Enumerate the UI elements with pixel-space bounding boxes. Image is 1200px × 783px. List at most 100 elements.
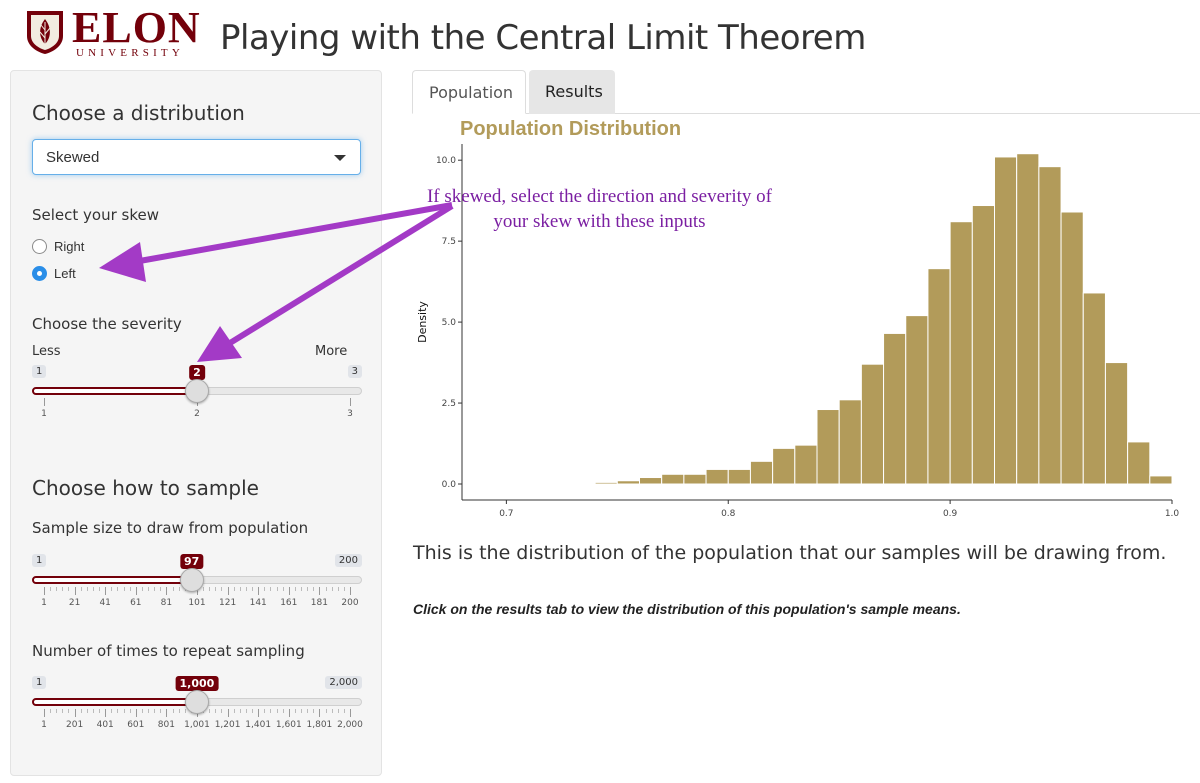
slider-minor-tick — [209, 587, 211, 591]
slider-minor-tick — [276, 709, 278, 713]
slider-minor-tick — [282, 587, 284, 591]
histogram-bar — [949, 221, 973, 485]
slider-minor-tick — [264, 587, 266, 591]
slider-minor-tick — [154, 587, 156, 591]
elon-university-logo: ELON UNIVERSITY — [26, 3, 211, 59]
slider-minor-tick — [68, 587, 70, 591]
slider-tick-label: 3 — [347, 409, 353, 419]
slider-tick-label: 200 — [341, 598, 359, 608]
population-description: This is the distribution of the populati… — [413, 542, 1167, 564]
y-tick-label: 10.0 — [436, 156, 456, 166]
slider-tick-label: 101 — [188, 598, 206, 608]
slider-tick — [350, 398, 351, 406]
slider-minor-tick — [178, 709, 180, 713]
slider-minor-tick — [337, 587, 339, 591]
slider-max-label: 200 — [334, 554, 362, 567]
slider-minor-tick — [56, 709, 58, 713]
histogram-bar — [749, 460, 774, 485]
slider-tick — [258, 709, 260, 717]
histogram-bar — [860, 363, 885, 485]
slider-minor-tick — [129, 587, 131, 591]
slider-minor-tick — [160, 709, 162, 713]
logo-subtitle: UNIVERSITY — [76, 47, 184, 59]
slider-tick-label: 801 — [157, 720, 175, 730]
slider-minor-tick — [141, 587, 143, 591]
slider-minor-tick — [141, 709, 143, 713]
slider-tick-label: 1,601 — [275, 720, 302, 730]
slider-minor-tick — [307, 587, 309, 591]
slider-fill — [32, 698, 197, 706]
slider-tick-label: 201 — [66, 720, 84, 730]
x-tick-label: 1.0 — [1165, 509, 1180, 519]
slider-minor-tick — [245, 587, 247, 591]
slider-minor-tick — [301, 709, 303, 713]
slider-handle[interactable] — [179, 568, 204, 592]
y-tick-label: 7.5 — [442, 237, 456, 247]
slider-tick — [74, 709, 76, 717]
slider-tick — [288, 587, 290, 595]
app-header: ELON UNIVERSITY Playing with the Central… — [0, 0, 1200, 70]
slider-tick — [227, 709, 229, 717]
histogram-bar — [905, 315, 929, 485]
slider-minor-tick — [99, 587, 101, 591]
severity-label: Choose the severity — [32, 315, 182, 333]
radio-button-left[interactable] — [32, 266, 47, 281]
histogram-bar — [572, 482, 596, 485]
histogram-bar — [639, 477, 663, 485]
slider-minor-tick — [239, 587, 241, 591]
slider-minor-tick — [245, 709, 247, 713]
slider-handle[interactable] — [185, 379, 209, 403]
tab-results[interactable]: Results — [529, 70, 615, 114]
slider-tick-label: 81 — [160, 598, 173, 608]
chart-svg: 0.0 2.5 5.0 7.5 10.0 0.7 0.8 0.9 1.0 Density — [416, 144, 1180, 519]
repeat-slider[interactable]: 1 2,000 1 201 401 601 801 1,001 1,201 1,401 1,601 1… — [32, 676, 363, 736]
slider-minor-tick — [307, 709, 309, 713]
slider-minor-tick — [92, 587, 94, 591]
slider-tick-label: 1 — [41, 598, 47, 608]
slider-tick-label: 1,001 — [184, 720, 210, 730]
x-tick-label: 0.8 — [721, 509, 736, 519]
histogram-bar — [1038, 166, 1062, 485]
chevron-down-icon — [334, 155, 346, 161]
radio-label-right: Right — [54, 239, 85, 254]
slider-tick — [105, 587, 107, 595]
slider-tick-label: 2,000 — [337, 720, 363, 730]
slider-tick-label: 181 — [310, 598, 328, 608]
histogram-bar — [705, 468, 729, 485]
distribution-select[interactable]: Skewed — [32, 139, 361, 175]
histogram-bar — [794, 444, 818, 485]
tab-bar: Population Results — [412, 70, 1200, 114]
radio-button-right[interactable] — [32, 239, 47, 254]
slider-tick — [319, 709, 321, 717]
sample-size-slider[interactable]: 1 200 1 21 41 61 81 101 121 141 161 181 200 97 — [32, 554, 362, 614]
x-tick-label: 0.7 — [499, 509, 513, 519]
slider-tick-label: 141 — [249, 598, 267, 608]
slider-minor-tick — [117, 709, 119, 713]
tab-population[interactable]: Population — [412, 70, 526, 114]
slider-handle[interactable] — [184, 690, 209, 714]
histogram-bar — [971, 205, 995, 485]
histogram-bar — [727, 468, 751, 485]
slider-minor-tick — [172, 709, 174, 713]
slider-minor-tick — [154, 709, 156, 713]
slider-minor-tick — [209, 709, 211, 713]
severity-slider[interactable]: 1 3 1 2 3 2 — [32, 365, 362, 425]
slider-tick — [166, 587, 168, 595]
slider-tick — [258, 587, 260, 595]
chart-title: Population Distribution — [460, 118, 682, 140]
histogram-bar — [1104, 362, 1129, 485]
histogram-bar — [683, 473, 707, 485]
histogram-bar — [838, 399, 862, 485]
y-tick-label: 0.0 — [442, 480, 457, 490]
slider-tick — [227, 587, 229, 595]
logo-wordmark: ELON — [72, 3, 201, 52]
slider-minor-tick — [99, 709, 101, 713]
slider-minor-tick — [233, 709, 235, 713]
slider-ticks — [32, 709, 362, 717]
slider-minor-tick — [62, 709, 64, 713]
slider-minor-tick — [92, 709, 94, 713]
slider-tick — [74, 587, 76, 595]
slider-minor-tick — [68, 709, 70, 713]
sidebar-panel: Choose a distribution Skewed Select your… — [10, 70, 382, 776]
histogram-bar — [816, 409, 840, 485]
